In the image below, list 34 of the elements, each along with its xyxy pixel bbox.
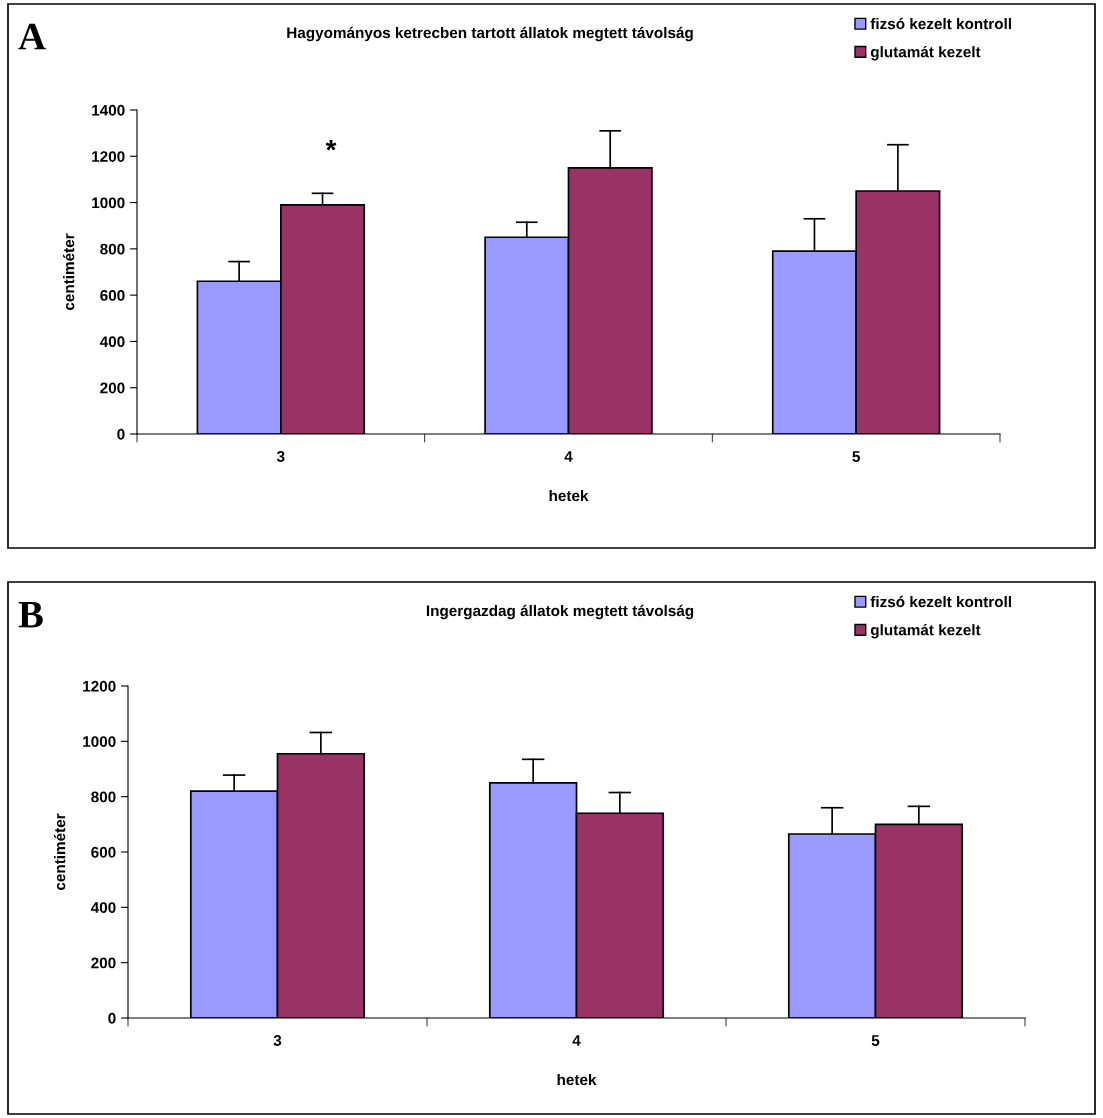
y-tick-label: 400	[90, 902, 116, 914]
legend-label: glutamát kezelt	[870, 623, 981, 639]
x-tick-label: 3	[273, 1035, 282, 1046]
y-axis-title: centiméter	[62, 233, 75, 311]
text: B	[18, 601, 43, 628]
y-tick-label: 200	[91, 957, 116, 969]
y-tick-label: 1000	[83, 736, 116, 748]
chart-title: Ingergazdag állatok megtett távolság	[426, 604, 694, 620]
y-tick-label: 800	[100, 243, 125, 255]
y-tick-label: 800	[91, 791, 116, 803]
annotation: *	[325, 140, 337, 151]
x-axis-title: hetek	[557, 1073, 597, 1086]
y-tick-label: 0	[108, 1012, 116, 1024]
y-tick-label: 400	[99, 336, 125, 348]
y-tick-label: 600	[91, 846, 116, 858]
y-tick-label: 1400	[92, 104, 125, 116]
x-tick-label: 5	[852, 451, 860, 462]
y-tick-label: 600	[100, 290, 125, 301]
y-tick-label: 0	[117, 428, 125, 440]
legend-label: fizsó kezelt kontroll	[870, 17, 1011, 30]
x-tick-label: 5	[871, 1035, 880, 1046]
y-tick-label: 200	[100, 382, 125, 394]
x-tick-label: 4	[572, 1035, 581, 1046]
y-tick-label: 1000	[92, 197, 125, 209]
legend-label: fizsó kezelt kontroll	[870, 595, 1011, 608]
y-axis-title: centiméter	[53, 813, 66, 891]
y-tick-label: 1200	[83, 680, 116, 692]
x-tick-label: 3	[276, 451, 285, 462]
text: A	[18, 23, 46, 50]
chart-title: Hagyományos ketrecben tartott állatok megtett távolság	[287, 26, 693, 42]
x-axis-title: hetek	[549, 489, 589, 502]
y-tick-label: 1200	[92, 151, 125, 162]
x-tick-label: 4	[564, 451, 573, 462]
legend-label: glutamát kezelt	[870, 45, 981, 61]
